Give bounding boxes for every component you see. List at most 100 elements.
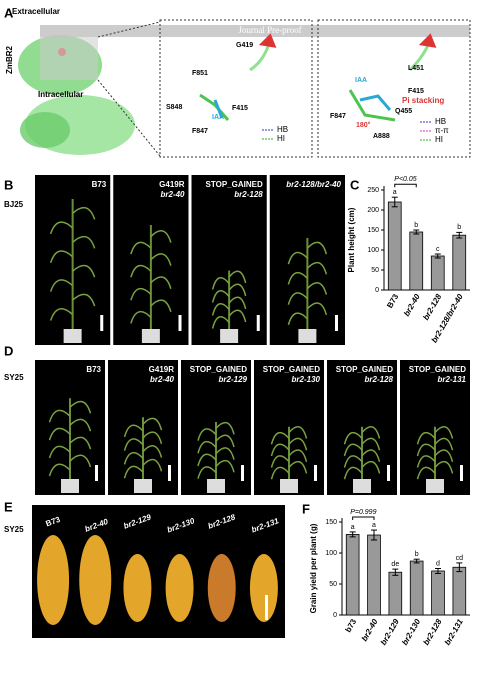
scale-bar (387, 465, 390, 481)
watermark-bar (40, 25, 470, 37)
significance-letter: d (436, 560, 440, 567)
bar (387, 201, 402, 291)
detail-box (159, 19, 313, 158)
residue-label: F415 (232, 105, 248, 112)
y-tick-label: 50 (329, 581, 337, 588)
leaf (49, 279, 74, 292)
bar (409, 231, 424, 291)
ligand-label: IAA (212, 114, 224, 121)
ear-photo (32, 505, 285, 638)
leaf (270, 466, 290, 480)
ear (249, 554, 278, 622)
leaf (215, 434, 235, 448)
leaf (215, 421, 235, 435)
leaf (287, 312, 308, 326)
leaf (123, 438, 144, 451)
leaf (215, 447, 235, 460)
significance-letter: b (457, 224, 461, 231)
leaf (48, 463, 71, 477)
photo-label: br2-128/br2-40 (286, 180, 341, 189)
leaf (343, 455, 363, 468)
pot (220, 329, 239, 343)
comparison-bracket (394, 183, 417, 188)
scale-bar (95, 465, 98, 481)
photo-label: br2-40 (160, 190, 185, 199)
leaf (130, 310, 152, 324)
significance-letter: de (391, 561, 399, 568)
leaf (211, 290, 230, 303)
detail-box (317, 19, 471, 158)
leaf (69, 454, 92, 468)
y-tick-label: 50 (371, 267, 379, 274)
pot (280, 479, 298, 493)
leaf (270, 431, 290, 445)
leaf (270, 443, 290, 457)
residue-label: S848 (166, 104, 182, 111)
leaf (434, 449, 454, 462)
ear (207, 554, 236, 622)
y-tick-label: 150 (367, 227, 379, 234)
leaf (416, 443, 436, 457)
leaf (69, 400, 92, 414)
leaf (288, 460, 308, 474)
protein-name: ZmBR2 (5, 45, 14, 74)
bar (388, 571, 403, 616)
photo-label: br2-128 (234, 190, 263, 199)
leaf (72, 235, 96, 249)
bar (430, 255, 445, 291)
comparison-annotation: P=0.999 (350, 509, 376, 516)
leaf (197, 453, 217, 467)
y-tick-label: 200 (367, 207, 379, 214)
y-tick-label: 0 (375, 287, 379, 294)
residue-label: F847 (192, 128, 208, 135)
residue-label: F415 (408, 88, 424, 95)
photo-label: B73 (92, 180, 107, 189)
interaction-label: Pi stacking (402, 96, 444, 105)
leaf (228, 296, 247, 310)
pot (134, 479, 152, 493)
leaf (228, 270, 247, 284)
bar (452, 234, 467, 291)
residue-label: Q455 (395, 108, 412, 115)
significance-letter: b (414, 222, 418, 229)
leaf (228, 309, 247, 323)
ear (123, 554, 152, 622)
leaf (434, 426, 454, 439)
residue-label: A888 (373, 133, 390, 140)
residue-label: F847 (330, 113, 346, 120)
leaf (130, 241, 152, 255)
extracellular-label: Extracellular (12, 7, 60, 16)
leaf (142, 431, 163, 445)
leaf (123, 424, 144, 438)
photo-label: br2-128 (365, 375, 394, 384)
panel-label: B (4, 177, 13, 192)
leaf (48, 409, 71, 423)
leaf (69, 436, 92, 450)
scale-bar (178, 315, 182, 331)
pot (353, 479, 371, 493)
legend-label: HB (277, 125, 288, 134)
significance-letter: a (372, 522, 376, 529)
leaf (142, 417, 163, 431)
leaf (49, 250, 74, 264)
y-axis-title: Plant height (cm) (347, 207, 356, 272)
panel-label: E (4, 499, 13, 514)
leaf (150, 276, 172, 289)
ear (165, 554, 194, 622)
y-tick-label: 100 (367, 247, 379, 254)
panel-label: D (4, 343, 13, 358)
leaf (72, 264, 96, 278)
zoom-line (97, 21, 161, 38)
leaf (197, 466, 217, 479)
leaf (416, 466, 436, 480)
leaf (361, 426, 381, 439)
pot (426, 479, 444, 493)
leaf (288, 449, 308, 462)
leaf (72, 206, 96, 220)
leaf (142, 445, 163, 458)
leaf (197, 428, 217, 441)
photo-label: G419R (159, 180, 185, 189)
leaf (306, 261, 328, 275)
site-label: BJ25 (4, 200, 24, 209)
residue-label: L451 (408, 65, 424, 72)
